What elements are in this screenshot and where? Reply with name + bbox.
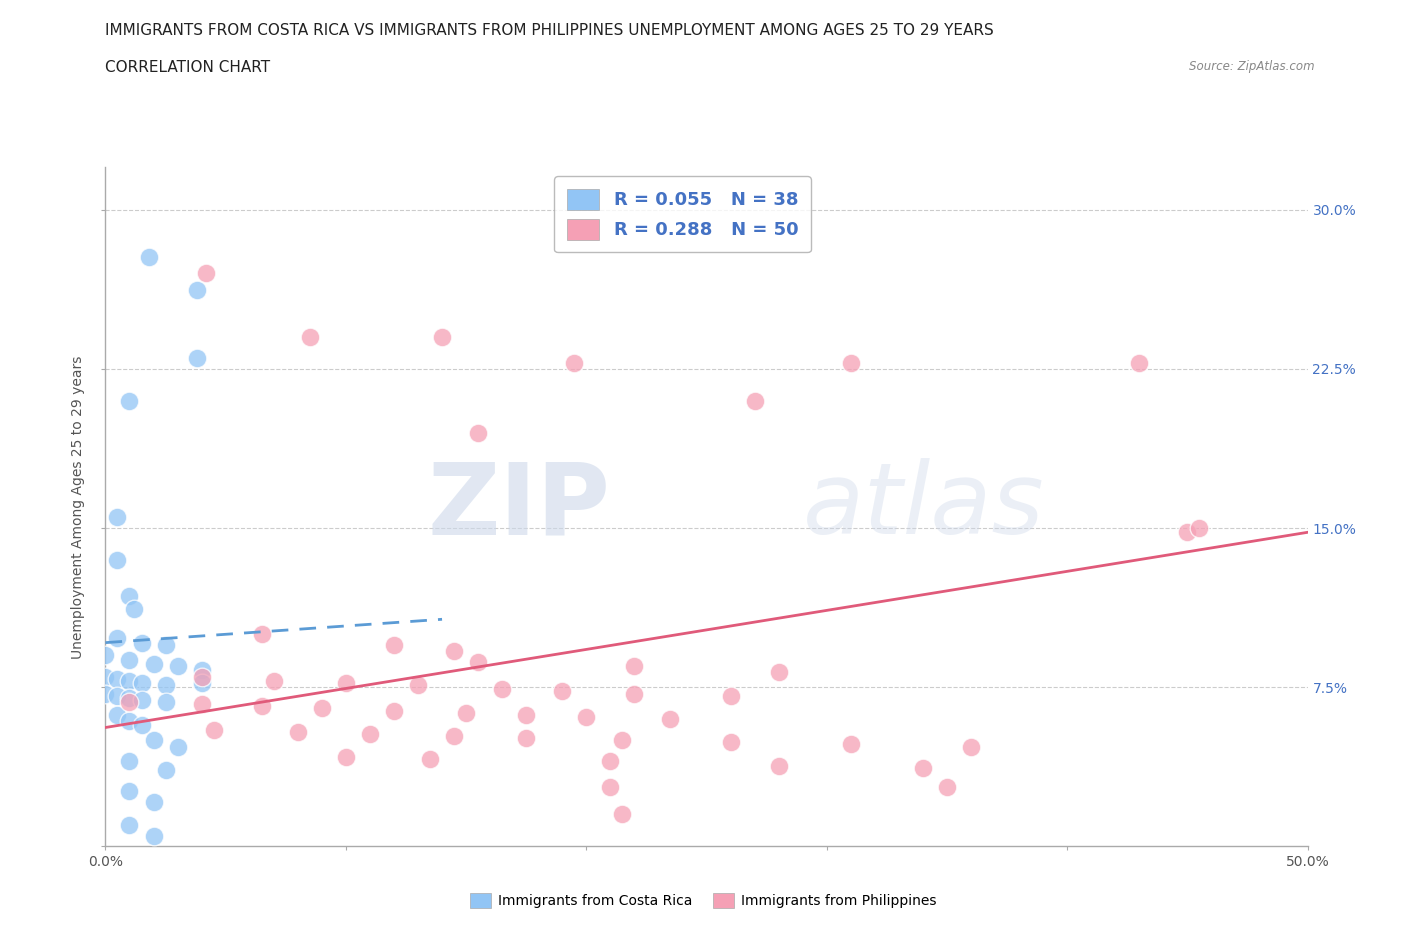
Point — [131, 718, 153, 733]
Point — [839, 737, 862, 752]
Point — [467, 655, 489, 670]
Point — [131, 675, 153, 690]
Point — [768, 758, 790, 773]
Point — [562, 355, 585, 370]
Point — [118, 695, 141, 710]
Point — [190, 697, 212, 711]
Point — [612, 807, 634, 822]
Legend: R = 0.055   N = 38, R = 0.288   N = 50: R = 0.055 N = 38, R = 0.288 N = 50 — [554, 177, 811, 252]
Point — [142, 794, 165, 809]
Point — [839, 355, 862, 370]
Point — [1175, 525, 1198, 539]
Point — [94, 670, 117, 684]
Point — [491, 682, 513, 697]
Text: CORRELATION CHART: CORRELATION CHART — [105, 60, 270, 75]
Point — [107, 671, 129, 686]
Point — [430, 330, 453, 345]
Point — [454, 705, 477, 720]
Point — [936, 779, 959, 794]
Point — [118, 589, 141, 604]
Point — [94, 648, 117, 663]
Point — [1188, 521, 1211, 536]
Point — [124, 602, 146, 617]
Point — [443, 728, 465, 743]
Point — [443, 644, 465, 658]
Point — [118, 817, 141, 832]
Point — [419, 751, 441, 766]
Point — [623, 658, 645, 673]
Point — [107, 510, 129, 525]
Point — [359, 726, 381, 741]
Point — [107, 552, 129, 567]
Point — [263, 673, 285, 688]
Point — [515, 708, 537, 723]
Point — [1128, 355, 1150, 370]
Text: Source: ZipAtlas.com: Source: ZipAtlas.com — [1189, 60, 1315, 73]
Point — [551, 684, 574, 698]
Point — [599, 754, 621, 769]
Point — [118, 673, 141, 688]
Point — [190, 670, 212, 684]
Point — [768, 665, 790, 680]
Point — [382, 637, 405, 652]
Point — [195, 266, 218, 281]
Point — [575, 710, 598, 724]
Point — [138, 249, 160, 264]
Text: atlas: atlas — [803, 458, 1045, 555]
Y-axis label: Unemployment Among Ages 25 to 29 years: Unemployment Among Ages 25 to 29 years — [72, 355, 86, 658]
Point — [202, 723, 225, 737]
Point — [118, 784, 141, 799]
Point — [118, 713, 141, 728]
Point — [720, 688, 742, 703]
Text: ZIP: ZIP — [427, 458, 610, 555]
Point — [142, 829, 165, 844]
Point — [190, 675, 212, 690]
Point — [118, 652, 141, 667]
Point — [612, 733, 634, 748]
Point — [335, 675, 357, 690]
Point — [155, 763, 177, 777]
Point — [335, 750, 357, 764]
Point — [190, 663, 212, 678]
Point — [515, 731, 537, 746]
Point — [142, 733, 165, 748]
Point — [382, 703, 405, 718]
Point — [406, 678, 429, 693]
Point — [107, 708, 129, 723]
Point — [155, 695, 177, 710]
Point — [298, 330, 321, 345]
Point — [94, 686, 117, 701]
Point — [118, 754, 141, 769]
Point — [659, 711, 682, 726]
Point — [287, 724, 309, 739]
Point — [155, 637, 177, 652]
Point — [118, 690, 141, 705]
Point — [107, 688, 129, 703]
Point — [131, 693, 153, 708]
Point — [250, 627, 273, 642]
Point — [155, 678, 177, 693]
Point — [599, 779, 621, 794]
Point — [118, 393, 141, 408]
Point — [960, 739, 983, 754]
Point — [166, 658, 188, 673]
Point — [142, 657, 165, 671]
Point — [250, 698, 273, 713]
Point — [131, 635, 153, 650]
Text: IMMIGRANTS FROM COSTA RICA VS IMMIGRANTS FROM PHILIPPINES UNEMPLOYMENT AMONG AGE: IMMIGRANTS FROM COSTA RICA VS IMMIGRANTS… — [105, 23, 994, 38]
Point — [186, 283, 208, 298]
Point — [311, 701, 333, 716]
Point — [744, 393, 766, 408]
Point — [720, 735, 742, 750]
Point — [623, 686, 645, 701]
Legend: Immigrants from Costa Rica, Immigrants from Philippines: Immigrants from Costa Rica, Immigrants f… — [464, 888, 942, 914]
Point — [166, 739, 188, 754]
Point — [186, 351, 208, 365]
Point — [107, 631, 129, 645]
Point — [467, 425, 489, 440]
Point — [911, 761, 934, 776]
